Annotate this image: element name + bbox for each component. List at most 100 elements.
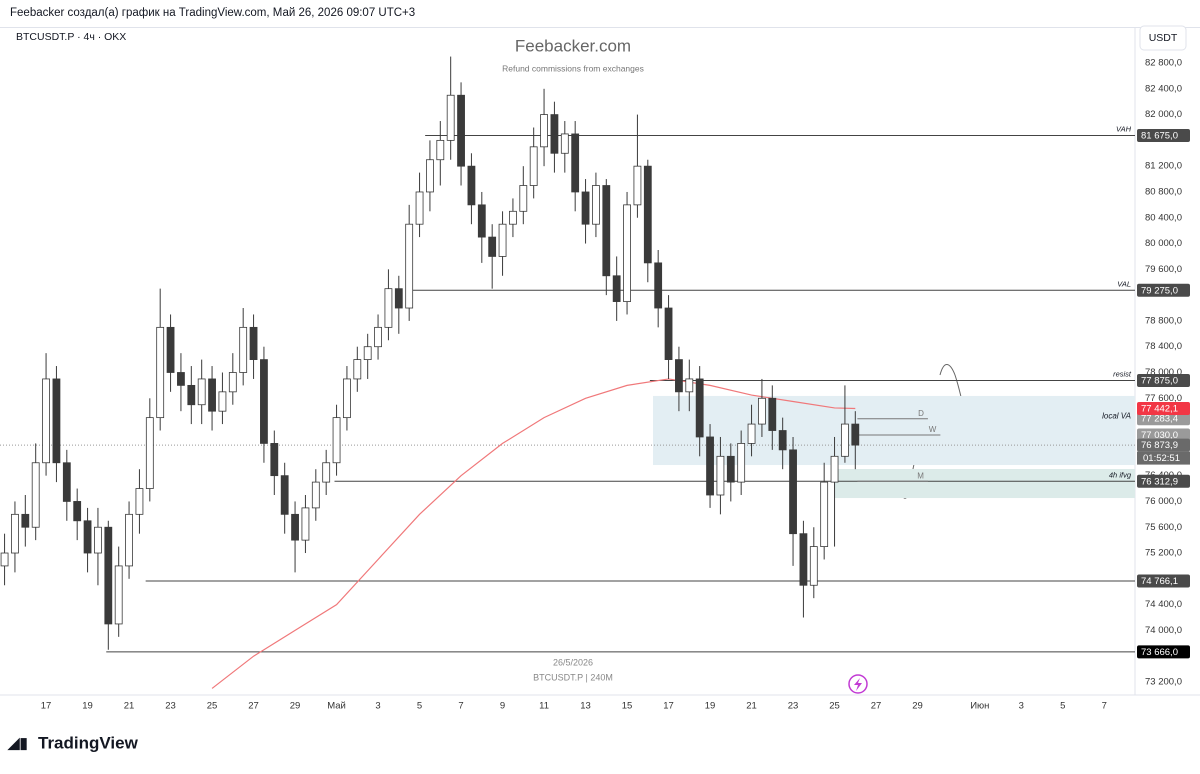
level-price-label-bg: [1137, 129, 1190, 143]
candle-body: [62, 462, 71, 502]
plot: local VA VAH VAL resist 4h ifvg DW M: [0, 56, 1135, 689]
candle-body: [156, 326, 165, 419]
candle-body: [498, 223, 507, 257]
ma-price-label-bg: [1137, 401, 1190, 415]
candle-body: [270, 443, 279, 477]
candle-body: [42, 378, 50, 464]
y-tick-label: 78 800,0: [1145, 315, 1182, 326]
y-tick-label: 82 800,0: [1145, 58, 1182, 69]
candle-body: [363, 346, 372, 360]
candle-body: [177, 372, 185, 386]
candle-body: [612, 275, 621, 302]
currency[interactable]: USDT: [1149, 32, 1178, 44]
candle-body: [643, 165, 652, 264]
y-tick-label: 80 800,0: [1145, 186, 1182, 197]
x-tick-label: 23: [788, 701, 799, 712]
frame: [0, 27, 1200, 28]
candle-body: [581, 191, 590, 225]
level-price-label: 77 875,0: [1141, 376, 1178, 387]
candle-body: [218, 391, 227, 412]
candle-body: [145, 417, 154, 489]
y-tick-label: 73 200,0: [1145, 676, 1182, 687]
candle-body: [747, 423, 756, 444]
candle-body: [540, 114, 548, 148]
x-tick-label: 29: [912, 701, 923, 712]
candle-body: [592, 185, 600, 225]
x-tick-label: 7: [1102, 701, 1107, 712]
x-tick-label: 25: [207, 701, 218, 712]
candle-body: [415, 191, 424, 225]
level-price-label: 74 766,1: [1141, 576, 1178, 587]
candle-body: [602, 185, 611, 277]
x-tick-label: Июн: [970, 701, 989, 712]
y-tick-label: 79 600,0: [1145, 264, 1182, 275]
x-tick-label: 19: [82, 701, 93, 712]
candle-body: [778, 430, 787, 451]
candle-body: [280, 475, 289, 515]
caption: Feebacker создал(а) график на TradingVie…: [10, 7, 415, 19]
moving-average: [211, 378, 856, 689]
candle-body: [467, 165, 476, 206]
level-price-label-bg: [1137, 645, 1190, 659]
candle-body: [633, 165, 642, 206]
alert-icon-bolt[interactable]: [854, 678, 862, 691]
x-tick-label: 15: [622, 701, 633, 712]
x-tick-label: 3: [1019, 701, 1024, 712]
candle-body: [623, 204, 631, 302]
candle-body: [94, 526, 102, 554]
candle-body: [166, 326, 175, 373]
y-tick-label: 78 000,0: [1145, 367, 1182, 378]
level-label: resist: [1113, 370, 1132, 379]
x-tick-label: 29: [290, 701, 301, 712]
y-tick-label: 77 600,0: [1145, 393, 1182, 404]
marker-price-label-bg: [1137, 428, 1190, 442]
candle-body: [477, 204, 486, 238]
candle-body: [52, 378, 61, 464]
candle-body: [737, 443, 746, 483]
candle-body: [560, 133, 569, 154]
candle-body: [841, 423, 849, 457]
candle-body: [789, 449, 797, 535]
symbol: BTCUSDT.P · 4ч · OKX: [16, 31, 126, 43]
y-tick-label: 80 000,0: [1145, 238, 1182, 249]
candle-body: [758, 397, 766, 425]
x-tick-label: 5: [417, 701, 422, 712]
candle-body: [353, 359, 362, 380]
x-tick-label: 25: [829, 701, 840, 712]
candle-body: [571, 133, 580, 193]
candle-body: [685, 378, 694, 393]
candle-body: [488, 236, 497, 257]
candle-body: [104, 526, 113, 625]
level-price-label: 81 675,0: [1141, 131, 1178, 142]
stamp-symbol: BTCUSDT.P | 240M: [533, 672, 613, 682]
candle-body: [809, 546, 818, 586]
countdown-bg: [1137, 451, 1190, 465]
level-price-label: 73 666,0: [1141, 647, 1178, 658]
level-price-label-bg: [1137, 374, 1190, 388]
marker-price-label-bg: [1137, 412, 1190, 426]
marker-label: D: [918, 409, 924, 418]
candle-body: [249, 326, 258, 360]
candle-body: [197, 378, 206, 406]
candle-body: [851, 423, 860, 446]
candle-body: [208, 378, 216, 412]
candle-body: [374, 326, 382, 348]
level-price-label-bg: [1137, 574, 1190, 588]
x-tick-label: 11: [539, 701, 549, 712]
currency-button[interactable]: [1139, 25, 1187, 51]
x-tick-label: 19: [705, 701, 716, 712]
y-tick-label: 82 400,0: [1145, 83, 1182, 94]
watermark-sub: Refund commissions from exchanges: [502, 63, 644, 73]
level-price-label-bg: [1137, 283, 1190, 297]
candle-body: [114, 565, 123, 625]
candle-body: [664, 307, 673, 360]
candle-body: [322, 462, 331, 483]
level-price-label: 79 275,0: [1141, 285, 1178, 296]
candle-body: [73, 501, 82, 522]
zone-label: local VA: [1102, 412, 1131, 421]
x-tick-label: 23: [165, 701, 176, 712]
x-tick-label: 17: [41, 701, 52, 712]
candle-body: [21, 513, 30, 528]
candle-body: [706, 436, 714, 496]
candle-body: [228, 372, 237, 393]
